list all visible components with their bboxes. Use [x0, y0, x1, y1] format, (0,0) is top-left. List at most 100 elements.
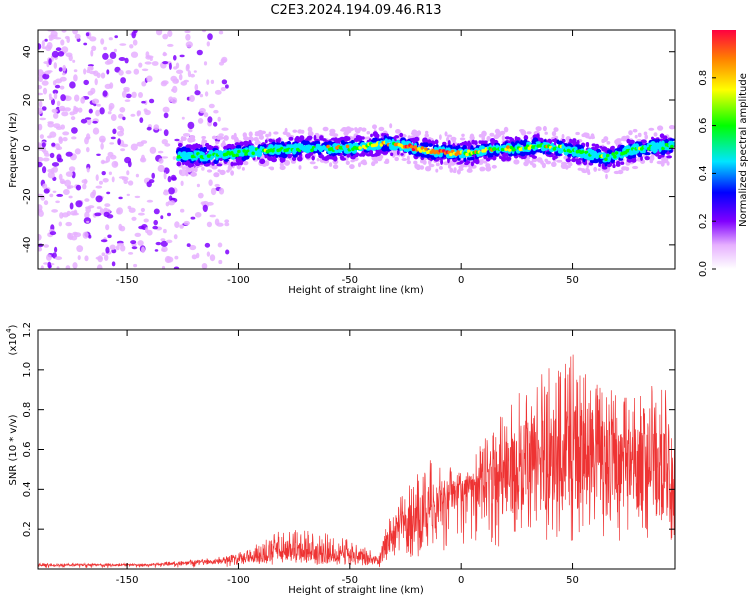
- spectrogram-ridge-cell: [486, 135, 491, 142]
- spectrogram-noise-cell: [61, 46, 69, 54]
- spectrogram-noise-cell: [67, 232, 72, 240]
- spectrogram-ridge-cell: [634, 134, 638, 139]
- spectrogram-ridge-cell: [615, 163, 621, 167]
- spectrogram-core-cell: [249, 148, 254, 153]
- spectrogram-noise-cell: [121, 90, 127, 98]
- spectrogram-noise-cell: [101, 160, 109, 164]
- spectrogram-ridge-cell: [191, 168, 198, 172]
- spectrogram-noise-cell: [74, 148, 81, 155]
- spectrogram-ridge-cell: [526, 159, 531, 164]
- spectrogram-ridge-cell: [663, 157, 669, 163]
- spectrogram-ridge-cell: [248, 131, 253, 137]
- spectrogram-noise-cell: [58, 221, 62, 227]
- spectrogram-noise-cell: [118, 176, 127, 179]
- spectrogram-core-cell: [324, 147, 329, 151]
- spectrogram-ridge-cell: [610, 145, 615, 150]
- spectrogram-noise-cell: [65, 151, 73, 157]
- spectrogram-ridge-cell: [575, 158, 579, 163]
- spectrogram-noise-cell: [91, 98, 100, 104]
- spectrogram-noise-cell: [80, 96, 86, 104]
- snr-y-tick-label: 1.0: [22, 362, 33, 378]
- spectrogram-noise-cell: [180, 81, 188, 86]
- spectrogram-noise-cell: [51, 108, 58, 113]
- spectrogram-noise-cell: [146, 126, 152, 131]
- spectrogram-ridge-cell: [587, 171, 591, 176]
- spectrogram-noise-cell: [96, 153, 101, 156]
- spectrogram-x-tick-label: -100: [227, 275, 250, 286]
- spectrogram-noise-cell: [171, 97, 178, 104]
- spectrogram-ridge-cell: [489, 132, 495, 137]
- spectrogram-noise-cell: [190, 73, 195, 78]
- spectrogram-noise-cell: [124, 57, 129, 64]
- spectrogram-noise-cell: [135, 173, 139, 178]
- spectrogram-ridge-cell: [485, 163, 491, 168]
- spectrogram-ridge-cell: [487, 151, 490, 158]
- snr-scale-prefix: (x10: [8, 333, 19, 356]
- spectrogram-ridge-cell: [461, 141, 466, 146]
- spectrogram-ridge-cell: [370, 133, 373, 138]
- spectrogram-noise-cell: [149, 179, 155, 184]
- spectrogram-ridge-cell: [292, 129, 298, 133]
- spectrogram-noise-cell: [152, 225, 158, 230]
- spectrogram-ridge-cell: [316, 158, 320, 162]
- spectrogram-noise-cell: [178, 73, 183, 81]
- spectrogram-core-cell: [237, 149, 241, 154]
- spectrogram-noise-cell: [53, 92, 58, 100]
- spectrogram-noise-cell: [112, 128, 117, 135]
- spectrogram-noise-cell: [102, 52, 109, 60]
- spectrogram-ridge-cell: [604, 161, 608, 167]
- spectrogram-noise-cell: [106, 69, 110, 75]
- spectrogram-ridge-cell: [446, 134, 453, 138]
- spectrogram-noise-cell: [153, 208, 160, 215]
- spectrogram-core-cell: [231, 153, 236, 158]
- spectrogram-noise-cell: [77, 107, 83, 113]
- spectrogram-noise-cell: [84, 198, 90, 202]
- spectrogram-ridge-cell: [594, 143, 600, 150]
- spectrogram-noise-cell: [138, 212, 145, 216]
- spectrogram-noise-cell: [194, 83, 199, 91]
- spectrogram-noise-cell: [58, 105, 66, 112]
- spectrogram-ridge-cell: [385, 145, 389, 150]
- spectrogram-ridge-cell: [598, 159, 604, 164]
- spectrogram-noise-cell: [146, 75, 153, 83]
- spectrogram-noise-cell: [95, 174, 99, 182]
- spectrogram-noise-cell: [151, 172, 155, 179]
- spectrogram-ridge-cell: [612, 163, 616, 169]
- spectrogram-ridge-cell: [606, 141, 611, 145]
- spectrogram-noise-cell: [38, 156, 44, 162]
- spectrogram-noise-cell: [47, 261, 52, 269]
- spectrogram-y-label: Frequency (Hz): [8, 112, 19, 188]
- spectrogram-noise-cell: [64, 35, 70, 40]
- spectrogram-noise-cell: [102, 178, 109, 183]
- spectrogram-noise-cell: [118, 196, 123, 200]
- spectrogram-ridge-cell: [438, 166, 443, 170]
- spectrogram-noise-cell: [130, 113, 136, 117]
- spectrogram-ridge-cell: [267, 156, 271, 161]
- spectrogram-core-cell: [502, 144, 507, 149]
- spectrogram-ridge-cell: [256, 139, 260, 145]
- spectrogram-core-cell: [233, 149, 238, 154]
- spectrogram-noise-cell: [104, 83, 112, 89]
- spectrogram-core-cell: [301, 145, 305, 149]
- spectrogram-ridge-cell: [201, 139, 208, 144]
- spectrogram-noise-cell: [101, 171, 106, 176]
- snr-scale-close: ): [8, 324, 19, 328]
- spectrogram-ridge-cell: [255, 131, 262, 137]
- spectrogram-noise-cell: [180, 180, 184, 186]
- spectrogram-noise-cell: [118, 57, 126, 61]
- spectrogram-noise-cell: [225, 249, 230, 255]
- spectrogram-noise-cell: [172, 156, 177, 160]
- spectrogram-ridge-cell: [345, 160, 350, 165]
- spectrogram-noise-cell: [42, 183, 48, 189]
- spectrogram-noise-cell: [129, 44, 134, 49]
- spectrogram-ridge-cell: [241, 167, 245, 171]
- spectrogram-noise-cell: [38, 85, 43, 90]
- spectrogram-noise-cell: [53, 112, 59, 119]
- spectrogram-ridge-cell: [478, 140, 482, 144]
- spectrogram-noise-cell: [99, 208, 104, 215]
- spectrogram-ridge-cell: [279, 165, 286, 171]
- spectrogram-noise-cell: [39, 134, 45, 140]
- spectrogram-ridge-cell: [330, 137, 337, 141]
- colorbar-tick-label: 0.8: [698, 70, 709, 86]
- spectrogram-noise-cell: [146, 199, 154, 203]
